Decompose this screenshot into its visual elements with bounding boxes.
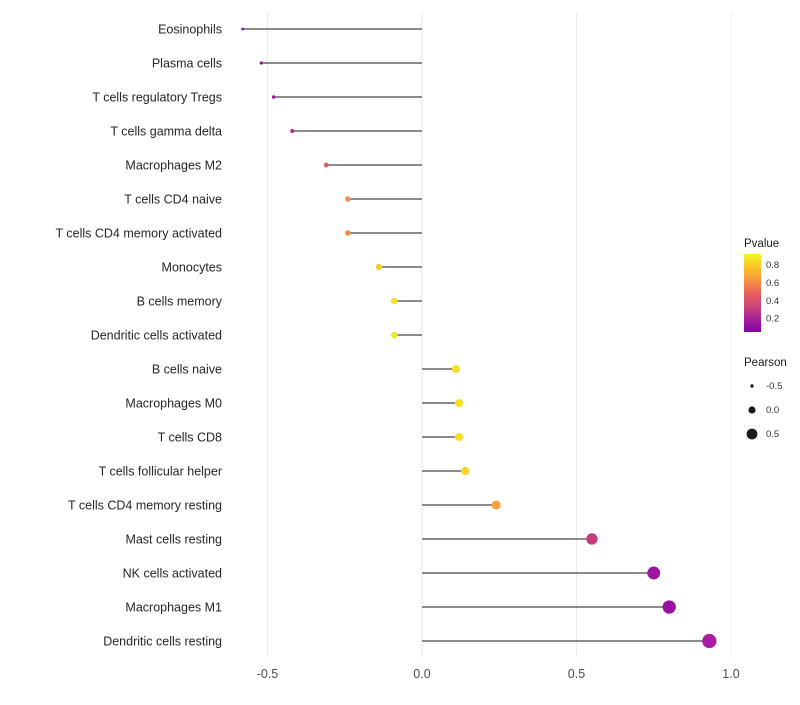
legend-title-pearson: Pearson bbox=[744, 357, 787, 369]
category-label: Dendritic cells activated bbox=[91, 329, 222, 343]
pearson-size-dot bbox=[750, 384, 754, 388]
category-label: Macrophages M0 bbox=[125, 397, 222, 411]
x-tick-label: 1.0 bbox=[722, 667, 739, 681]
pearson-size-label: 0.5 bbox=[766, 429, 779, 440]
lollipop-point bbox=[455, 398, 464, 408]
x-tick-label: 0.0 bbox=[413, 667, 430, 681]
x-tick-label: 0.5 bbox=[568, 667, 585, 681]
category-label: B cells memory bbox=[137, 295, 223, 309]
category-label: Mast cells resting bbox=[125, 533, 222, 547]
lollipop-point bbox=[390, 331, 398, 339]
lollipop-point bbox=[586, 533, 598, 545]
category-label: T cells follicular helper bbox=[99, 465, 222, 479]
category-label: Macrophages M2 bbox=[125, 159, 222, 173]
lollipop-point bbox=[375, 263, 382, 271]
category-label: T cells CD4 memory activated bbox=[56, 227, 223, 241]
lollipop-point bbox=[461, 466, 470, 476]
lollipop-point bbox=[451, 364, 461, 374]
category-label: T cells CD4 memory resting bbox=[68, 499, 222, 513]
lollipop-point bbox=[662, 600, 676, 614]
category-label: Dendritic cells resting bbox=[103, 635, 222, 649]
pvalue-tick-label: 0.6 bbox=[766, 278, 779, 289]
pvalue-tick-label: 0.8 bbox=[766, 260, 779, 271]
pvalue-gradient-bar bbox=[744, 254, 761, 332]
lollipop-point bbox=[455, 432, 464, 442]
category-label: Plasma cells bbox=[152, 57, 222, 71]
lollipop-point bbox=[491, 500, 501, 510]
pvalue-tick-label: 0.2 bbox=[766, 314, 779, 325]
lollipop-point bbox=[259, 61, 263, 65]
x-tick-label: -0.5 bbox=[257, 667, 279, 681]
pvalue-tick-label: 0.4 bbox=[766, 296, 779, 307]
category-label: T cells gamma delta bbox=[110, 125, 222, 139]
category-label: T cells CD4 naive bbox=[124, 193, 222, 207]
lollipop-point bbox=[390, 297, 398, 305]
category-label: Macrophages M1 bbox=[125, 601, 222, 615]
legend-title-pvalue: Pvalue bbox=[744, 238, 779, 250]
pearson-size-dot bbox=[748, 406, 756, 414]
category-label: T cells CD8 bbox=[158, 431, 222, 445]
lollipop-point bbox=[241, 27, 245, 31]
lollipop-point bbox=[323, 162, 329, 168]
category-label: Monocytes bbox=[162, 261, 222, 275]
category-label: Eosinophils bbox=[158, 23, 222, 37]
lollipop-point bbox=[345, 230, 351, 236]
category-label: B cells naive bbox=[152, 363, 222, 377]
lollipop-point bbox=[290, 128, 295, 134]
pearson-size-label: -0.5 bbox=[766, 381, 782, 392]
pearson-size-label: 0.0 bbox=[766, 405, 779, 416]
category-label: NK cells activated bbox=[123, 567, 222, 581]
category-label: T cells regulatory Tregs bbox=[92, 91, 222, 105]
lollipop-point bbox=[702, 633, 717, 649]
lollipop-point bbox=[647, 566, 661, 580]
lollipop-point bbox=[345, 196, 351, 202]
lollipop-point bbox=[271, 95, 276, 99]
pearson-size-dot bbox=[746, 428, 758, 440]
